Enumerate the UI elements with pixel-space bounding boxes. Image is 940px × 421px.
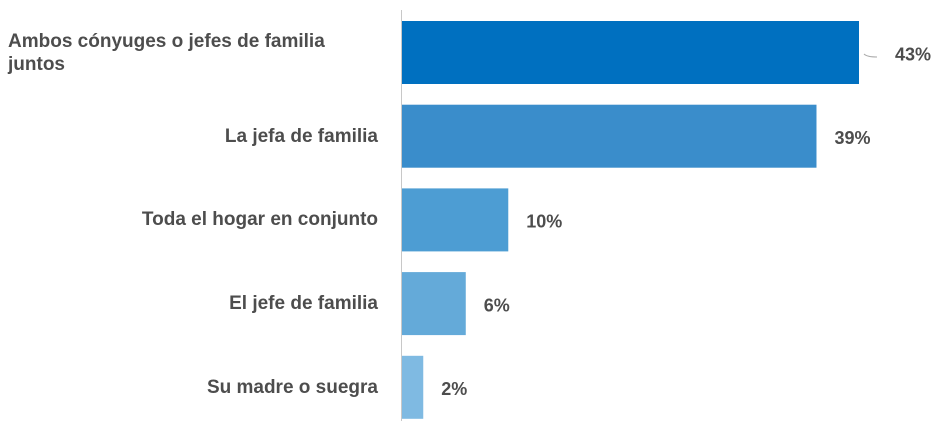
leader-line <box>863 53 878 58</box>
category-text: Toda el hogar en conjunto <box>141 209 378 231</box>
value-label: 43% <box>895 44 931 64</box>
bar <box>402 188 509 252</box>
value-label: 10% <box>526 212 562 232</box>
bar <box>402 21 859 84</box>
value-label: 39% <box>834 128 870 148</box>
category-text: Su madre o suegra <box>206 376 378 398</box>
category-label: La jefa de familia <box>8 105 378 168</box>
category-text: Ambos cónyuges o jefes de familia juntos <box>8 30 325 75</box>
category-label: El jefe de familia <box>8 272 378 335</box>
bar <box>402 104 817 168</box>
category-text: La jefa de familia <box>224 125 378 147</box>
category-label: Toda el hogar en conjunto <box>8 188 378 251</box>
bar <box>402 272 466 336</box>
category-label: Ambos cónyuges o jefes de familia juntos <box>8 21 378 84</box>
value-label: 6% <box>484 295 510 315</box>
category-text: El jefe de familia <box>229 293 378 315</box>
category-label: Su madre o suegra <box>8 356 378 419</box>
bar <box>402 355 424 419</box>
value-label: 2% <box>441 379 467 399</box>
